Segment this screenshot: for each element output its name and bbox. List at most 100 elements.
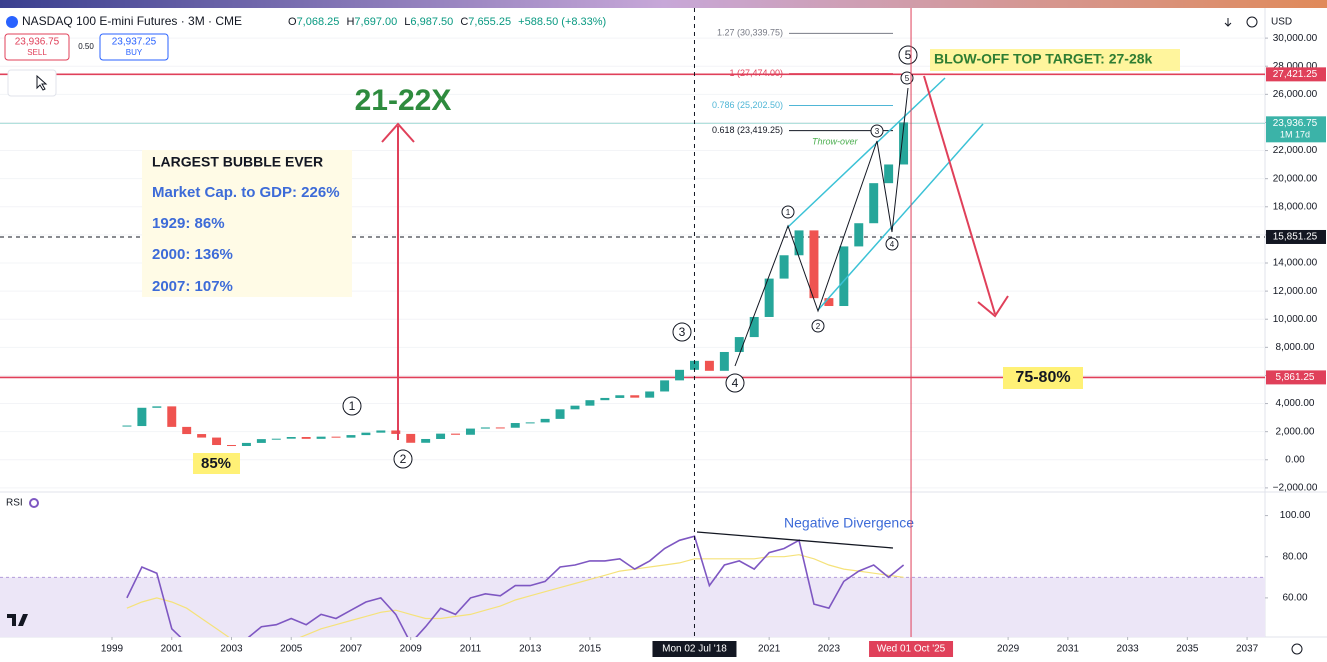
candle xyxy=(630,395,640,398)
channel-line xyxy=(817,123,984,311)
ohlc: O7,068.25 H7,697.00 L6,987.50 C7,655.25 … xyxy=(288,16,606,28)
drop-target-label: 75-80% xyxy=(1015,369,1070,386)
candle xyxy=(675,369,685,381)
wave-label: 5 xyxy=(905,48,912,62)
candle xyxy=(480,427,490,429)
wave-label: 1 xyxy=(349,399,356,413)
candle xyxy=(615,395,625,398)
x-tick-label: 2031 xyxy=(1057,644,1080,655)
candle xyxy=(884,164,894,184)
ohlc-value: 6,987.50 xyxy=(410,16,453,28)
candle xyxy=(376,430,386,433)
wave-label: 1 xyxy=(786,208,791,217)
bubble-line: 2007: 107% xyxy=(152,278,233,295)
candle xyxy=(421,438,431,443)
x-tick-label: 2015 xyxy=(579,644,602,655)
symbol-title: NASDAQ 100 E-mini Futures · 3M · CME xyxy=(22,14,242,28)
y-tick-label: 10,000.00 xyxy=(1273,314,1318,325)
price-tag-label: 5,861.25 xyxy=(1276,372,1315,383)
currency[interactable]: USD xyxy=(1271,17,1292,28)
buy-button[interactable] xyxy=(99,33,169,61)
divergence-label: Negative Divergence xyxy=(784,515,914,531)
x-tick-label: 2001 xyxy=(161,644,184,655)
y-tick-label: 18,000.00 xyxy=(1273,201,1318,212)
ohlc-key: H xyxy=(346,16,354,28)
spread: 0.50 xyxy=(78,42,94,51)
wave-circle xyxy=(885,237,899,251)
x-tick-label: 2011 xyxy=(460,644,482,655)
crosshair-label: Mon 02 Jul '18 xyxy=(662,644,727,655)
wave-circle xyxy=(781,205,795,219)
cursor-tool[interactable] xyxy=(36,74,48,91)
candle xyxy=(256,439,266,443)
wave-circle xyxy=(725,373,745,393)
symbol-logo xyxy=(6,16,18,28)
throw-over-label: Throw-over xyxy=(812,136,859,146)
wave-label: 3 xyxy=(679,325,686,339)
candle xyxy=(316,436,326,439)
candle xyxy=(271,438,281,440)
candle xyxy=(839,246,849,307)
price-tag xyxy=(1266,67,1326,82)
y-tick-label: 20,000.00 xyxy=(1273,173,1318,184)
candle xyxy=(764,278,774,317)
candle xyxy=(331,436,341,438)
candle xyxy=(227,445,236,447)
rsi-band xyxy=(0,577,1265,637)
y-tick-label: 4,000.00 xyxy=(1276,398,1315,409)
price-tag xyxy=(1266,229,1326,244)
candle xyxy=(241,442,251,447)
x-tick-label: 2037 xyxy=(1236,644,1259,655)
x-tick-label: 2013 xyxy=(519,644,542,655)
multiple-label: 21-22X xyxy=(355,84,452,117)
candle xyxy=(495,427,505,429)
x-tick-label: 2007 xyxy=(340,644,363,655)
wave-circle xyxy=(672,322,692,342)
indicator-icon[interactable] xyxy=(29,498,39,508)
candle xyxy=(854,223,864,247)
fib-label: 1 (27,474.00) xyxy=(729,68,783,78)
crosshair-label: Wed 01 Oct '25 xyxy=(877,644,946,655)
candle xyxy=(809,230,819,299)
candle xyxy=(451,433,460,435)
candle xyxy=(286,437,296,439)
drawing-toolbar[interactable] xyxy=(7,69,57,97)
settings-icon[interactable] xyxy=(1246,16,1258,28)
candle xyxy=(525,422,535,424)
channel-line xyxy=(786,77,946,229)
price-tag xyxy=(1266,116,1326,143)
candle xyxy=(824,298,834,307)
wave-label: 5 xyxy=(905,74,910,83)
price-tag-sublabel: 1M 17d xyxy=(1280,130,1310,140)
candle xyxy=(719,351,729,371)
y-tick-label: 22,000.00 xyxy=(1273,145,1318,156)
y-tick-label: 100.00 xyxy=(1280,510,1311,521)
x-tick-label: 2029 xyxy=(997,644,1020,655)
sell-label: SELL xyxy=(27,48,47,57)
candle xyxy=(585,400,595,406)
fib-label: 0.786 (25,202.50) xyxy=(712,100,783,110)
y-tick-label: 30,000.00 xyxy=(1273,33,1318,44)
candle xyxy=(465,428,475,435)
x-tick-label: 2023 xyxy=(818,644,841,655)
arrow-head xyxy=(977,295,1009,318)
axis-settings[interactable] xyxy=(1291,643,1303,655)
sell-button[interactable] xyxy=(4,33,70,61)
wave-label: 2 xyxy=(400,452,407,466)
x-tick-label: 1999 xyxy=(101,644,124,655)
price-tag-label: 27,421.25 xyxy=(1273,69,1318,80)
candle xyxy=(167,406,177,427)
candle xyxy=(690,360,699,370)
drawings xyxy=(381,75,1009,549)
y-tick-label: −2,000.00 xyxy=(1273,483,1318,494)
wave-circle xyxy=(393,449,413,469)
candle xyxy=(660,380,670,392)
ohlc-key: O xyxy=(288,16,297,28)
download-icon[interactable] xyxy=(1224,18,1232,27)
candle xyxy=(212,437,222,446)
wave-label: 2 xyxy=(816,322,821,331)
ohlc-key: L xyxy=(404,16,410,28)
x-tick-label: 2033 xyxy=(1116,644,1139,655)
candle xyxy=(182,426,192,435)
